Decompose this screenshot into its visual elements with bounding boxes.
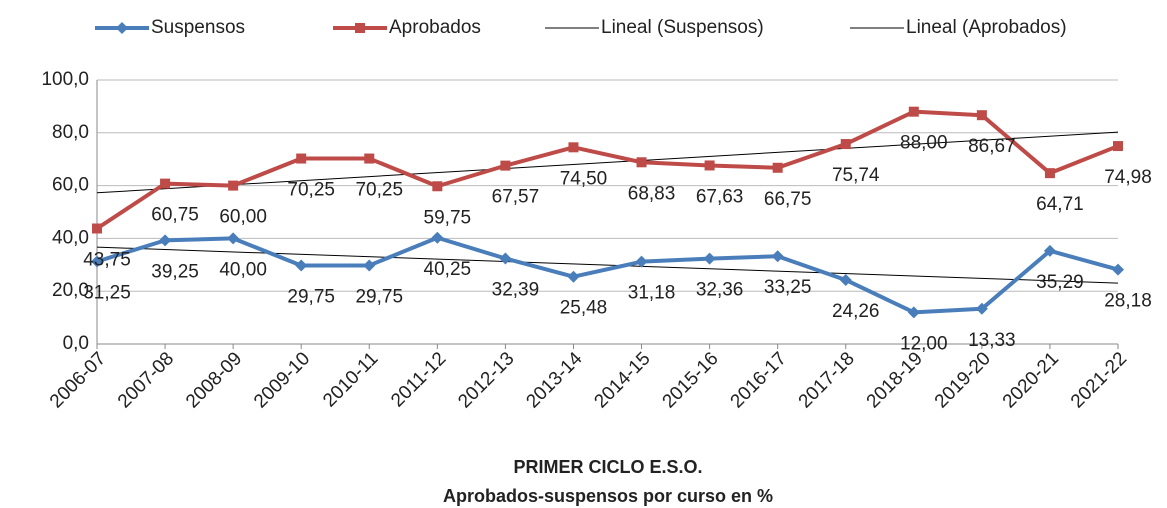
marker xyxy=(840,139,851,150)
x-tick-label: 2007-08 xyxy=(114,348,178,412)
trendline xyxy=(96,131,1119,194)
data-label: 29,75 xyxy=(287,286,335,307)
legend-label: Suspensos xyxy=(151,17,245,38)
marker xyxy=(500,160,511,171)
marker xyxy=(1044,168,1055,179)
x-tick-label: 2009-10 xyxy=(250,348,314,412)
y-tick-label: 40,0 xyxy=(52,227,89,248)
marker xyxy=(228,180,239,191)
data-label: 59,75 xyxy=(424,207,472,228)
legend-label: Lineal (Aprobados) xyxy=(906,17,1067,38)
data-label: 40,25 xyxy=(424,259,472,280)
marker xyxy=(975,302,988,315)
marker xyxy=(364,153,375,164)
data-label: 29,75 xyxy=(355,286,403,307)
marker xyxy=(160,178,171,189)
marker xyxy=(703,252,716,265)
chart-title: PRIMER CICLO E.S.O. xyxy=(513,457,702,477)
data-label: 60,00 xyxy=(219,207,267,228)
legend-marker xyxy=(116,22,128,34)
y-tick-label: 100,0 xyxy=(41,69,89,90)
data-label: 66,75 xyxy=(764,189,812,210)
x-tick-label: 2013-14 xyxy=(522,348,586,412)
data-label: 68,83 xyxy=(628,183,676,204)
x-tick-label: 2006-07 xyxy=(46,348,110,412)
data-label: 31,25 xyxy=(83,283,131,304)
series-line xyxy=(96,235,1119,315)
marker xyxy=(432,181,443,192)
marker xyxy=(295,259,308,272)
data-label: 43,75 xyxy=(83,250,131,271)
x-tick-label: 2017-18 xyxy=(795,348,859,412)
marker xyxy=(976,110,987,121)
x-tick-label: 2019-20 xyxy=(931,348,995,412)
marker xyxy=(1113,141,1123,152)
data-label: 31,18 xyxy=(628,283,676,304)
data-label: 70,25 xyxy=(355,180,403,201)
series-line xyxy=(95,109,1119,231)
data-label: 32,36 xyxy=(696,280,744,301)
data-label: 67,63 xyxy=(696,186,744,207)
x-tick-label: 2020-21 xyxy=(999,348,1063,412)
data-label: 74,98 xyxy=(1104,167,1152,188)
marker xyxy=(771,250,784,263)
legend-marker xyxy=(355,23,365,33)
marker xyxy=(908,106,919,117)
marker xyxy=(296,153,307,164)
marker xyxy=(567,270,580,283)
data-label: 60,75 xyxy=(151,205,199,226)
marker xyxy=(92,223,102,234)
data-label: 33,25 xyxy=(764,277,812,298)
x-tick-label: 2010-11 xyxy=(319,348,382,411)
data-label: 24,26 xyxy=(832,301,880,322)
marker xyxy=(1043,244,1056,257)
data-label: 75,74 xyxy=(832,165,880,186)
x-tick-label: 2011-12 xyxy=(387,348,450,411)
marker xyxy=(839,273,852,286)
marker xyxy=(1112,263,1124,276)
marker xyxy=(636,157,647,168)
marker xyxy=(431,231,444,244)
x-tick-label: 2014-15 xyxy=(590,348,654,412)
marker xyxy=(635,255,648,268)
data-label: 67,57 xyxy=(492,187,540,208)
marker xyxy=(704,160,715,171)
x-tick-label: 2021-22 xyxy=(1067,348,1131,412)
marker xyxy=(772,162,783,173)
data-label: 28,18 xyxy=(1104,291,1152,312)
legend-label: Lineal (Suspensos) xyxy=(601,17,764,38)
x-tick-label: 2018-19 xyxy=(863,348,927,412)
y-tick-label: 80,0 xyxy=(52,122,89,143)
data-label: 12,00 xyxy=(900,333,948,354)
x-tick-label: 2016-17 xyxy=(727,348,791,412)
marker xyxy=(568,142,579,153)
data-label: 25,48 xyxy=(560,298,608,319)
data-label: 70,25 xyxy=(287,180,335,201)
marker xyxy=(159,234,172,247)
data-label: 32,39 xyxy=(492,280,540,301)
y-tick-label: 60,0 xyxy=(52,175,89,196)
chart-subtitle: Aprobados-suspensos por curso en % xyxy=(443,486,773,506)
marker xyxy=(499,252,512,265)
marker xyxy=(907,306,920,319)
y-tick-label: 0,0 xyxy=(63,333,89,354)
marker xyxy=(363,259,376,272)
data-label: 13,33 xyxy=(968,330,1016,351)
legend-label: Aprobados xyxy=(389,17,481,38)
data-label: 39,25 xyxy=(151,261,199,282)
x-tick-label: 2012-13 xyxy=(454,348,518,412)
marker xyxy=(91,255,103,268)
data-label: 40,00 xyxy=(219,259,267,280)
x-tick-label: 2008-09 xyxy=(182,348,246,412)
y-tick-label: 20,0 xyxy=(52,280,89,301)
data-label: 35,29 xyxy=(1036,272,1084,293)
x-tick-label: 2015-16 xyxy=(659,348,723,412)
data-label: 74,50 xyxy=(560,168,608,189)
marker xyxy=(227,232,240,245)
data-label: 88,00 xyxy=(900,133,948,154)
data-label: 64,71 xyxy=(1036,194,1084,215)
data-label: 86,67 xyxy=(968,136,1016,157)
